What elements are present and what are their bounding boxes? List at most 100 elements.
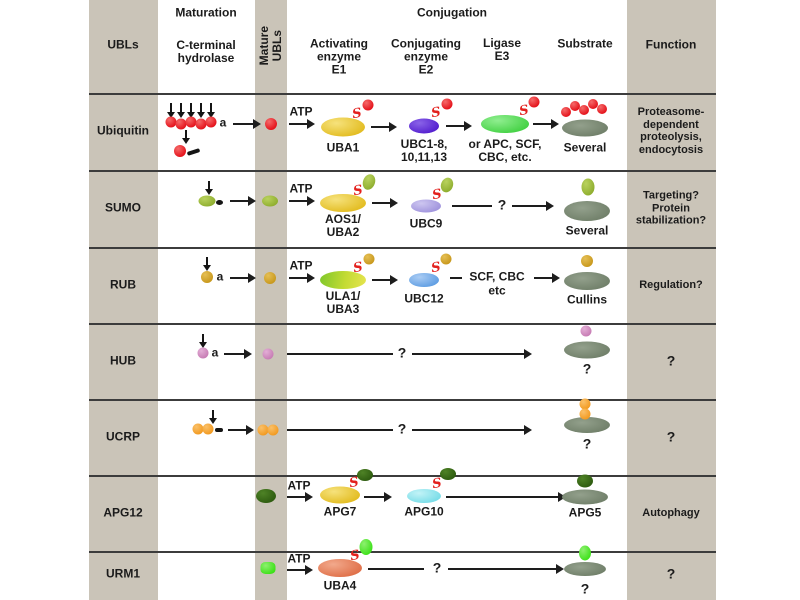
ubiquitin-chain-circle <box>195 118 207 130</box>
ubiquitin-chain-circle <box>561 107 571 117</box>
column-header-substrate: Substrate <box>557 36 613 51</box>
e1-oval-uba1 <box>321 117 365 137</box>
row-label-hub: HUB <box>110 353 136 368</box>
ubiquitin-chain-circle <box>175 118 187 130</box>
column-header-mature-ubls: Mature UBLs <box>257 26 284 66</box>
arrow-right-icon <box>289 196 315 206</box>
ubl-apg12-oval <box>577 474 593 488</box>
hub-precursor-circle <box>197 347 209 359</box>
column-header-maturation: Maturation <box>175 5 237 20</box>
rub-precursor-circle <box>201 271 213 283</box>
thioester-s-label: S <box>352 259 364 277</box>
row-separator <box>89 247 716 249</box>
atp-label: ATP <box>289 104 313 119</box>
atp-label: ATP <box>289 258 313 273</box>
arrow-right-icon <box>372 198 398 208</box>
e2-label: UBC9 <box>409 216 443 231</box>
column-header-conjugation: Conjugation <box>417 5 487 20</box>
arrow-down-icon <box>167 103 175 118</box>
substrate-oval <box>564 272 610 290</box>
row-separator <box>89 551 716 553</box>
atp-label: ATP <box>289 181 313 196</box>
arrow-right-icon <box>289 273 315 283</box>
row-separator <box>89 170 716 172</box>
ubiquitin-chain-circle <box>165 116 177 128</box>
substrate-label: Several <box>563 140 607 155</box>
substrate-label: APG5 <box>568 505 602 520</box>
thioester-s-label: S <box>430 104 442 122</box>
mature-ubls-column-bg <box>255 0 287 600</box>
e1-oval-aos1-uba2 <box>320 194 366 212</box>
thioester-s-label: S <box>518 102 530 120</box>
e1-label: ULA1/ UBA3 <box>325 289 361 316</box>
cleaved-ubiquitin-circle <box>174 145 186 157</box>
arrow-right-icon <box>289 119 315 129</box>
function-text: Regulation? <box>639 278 703 291</box>
e2-oval-ubc1-8 <box>409 118 439 134</box>
cleaved-tail-icon <box>186 148 201 156</box>
e1-label: APG7 <box>323 504 357 519</box>
pathway-line <box>450 277 462 279</box>
substrate-oval <box>564 562 606 576</box>
pathway-line <box>287 429 393 431</box>
e2-label: APG10 <box>404 504 444 519</box>
ubl-rub-circle <box>581 255 593 267</box>
ubl-ucrp-circle <box>579 398 591 410</box>
row-label-sumo: SUMO <box>105 200 141 215</box>
e1-label: UBA1 <box>326 140 360 155</box>
arrow-down-icon <box>197 103 205 118</box>
e1-oval-ula1-uba3 <box>320 271 366 289</box>
row-label-apg12: APG12 <box>103 505 143 520</box>
ubl-red-circle <box>362 99 374 111</box>
arrow-right-icon <box>534 273 560 283</box>
ubl-ucrp-circle <box>579 408 591 420</box>
cleavage-site-a-label: a <box>219 115 227 130</box>
e3-label: SCF, CBC <box>469 269 525 284</box>
ubl-rub-circle <box>440 253 452 265</box>
column-header-c-terminal-hydrolase: C-terminal hydrolase <box>176 38 236 65</box>
arrow-down-icon <box>205 181 213 195</box>
atp-label: ATP <box>287 551 311 566</box>
arrow-right-icon <box>287 565 313 575</box>
ubiquitin-chain-circle <box>185 116 197 128</box>
ubl-red-circle <box>441 98 453 110</box>
e1-label: UBA4 <box>323 578 357 593</box>
question-mark: ? <box>497 196 507 213</box>
ubiquitin-chain-circle <box>205 116 217 128</box>
ubl-urm1-oval <box>579 545 591 561</box>
e3-label: or APC, SCF, CBC, etc. <box>468 137 542 164</box>
thioester-s-label: S <box>430 259 442 277</box>
row-label-urm1: URM1 <box>105 566 141 581</box>
substrate-label: Cullins <box>566 292 608 307</box>
e3-label-etc: etc <box>488 283 506 298</box>
precursor-tail-icon <box>215 428 223 432</box>
ubiquitin-chain-circle <box>570 101 580 111</box>
arrow-right-icon <box>287 492 313 502</box>
mature-urm1-oval <box>260 562 276 574</box>
arrow-right-icon <box>228 425 254 435</box>
arrow-right-icon <box>372 275 398 285</box>
arrow-right-icon <box>371 122 397 132</box>
ubiquitin-chain-circle <box>579 105 589 115</box>
question-mark: ? <box>397 344 407 361</box>
row-separator <box>89 323 716 325</box>
arrow-down-icon <box>207 103 215 118</box>
arrow-right-icon <box>533 119 559 129</box>
function-text: ? <box>666 428 676 445</box>
e1-oval-uba4 <box>318 559 362 577</box>
arrow-right-icon <box>412 349 532 359</box>
mature-ubiquitin-circle <box>265 118 277 130</box>
mature-hub-circle <box>262 348 274 360</box>
e2-label: UBC1-8, 10,11,13 <box>400 137 448 164</box>
arrow-right-icon <box>446 121 472 131</box>
column-header-ubls: UBLs <box>107 37 139 52</box>
cleavage-site-a-label: a <box>216 269 224 284</box>
arrow-right-icon <box>412 425 532 435</box>
arrow-down-icon <box>203 257 211 271</box>
arrow-right-icon <box>364 492 392 502</box>
ubl-red-circle <box>528 96 540 108</box>
pathway-line <box>368 568 424 570</box>
arrow-right-icon <box>230 273 256 283</box>
row-separator <box>89 475 716 477</box>
ubiquitin-chain-circle <box>597 104 607 114</box>
